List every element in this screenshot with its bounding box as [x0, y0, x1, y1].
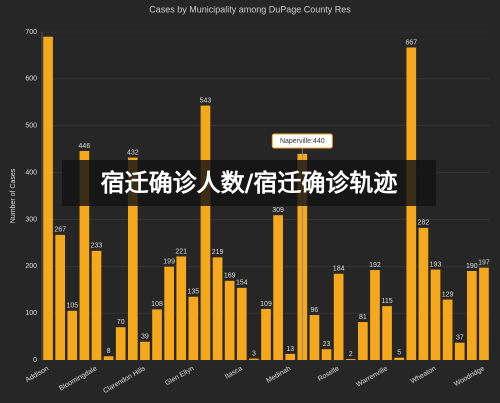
data-label: 129: [442, 291, 454, 298]
data-label: 108: [151, 301, 163, 308]
data-label: 197: [478, 260, 490, 267]
x-tick-label: Roselle: [317, 365, 341, 383]
data-label: 267: [54, 227, 66, 234]
x-tick-label: Warrenville: [355, 365, 389, 388]
bar: [321, 349, 332, 360]
x-tick-label: Bloomingdale: [58, 365, 98, 392]
bar: [55, 234, 66, 360]
y-tick-label: 500: [25, 123, 37, 130]
bar: [454, 342, 465, 360]
data-label: 192: [369, 262, 381, 269]
data-label: 81: [359, 314, 367, 321]
data-label: 543: [200, 97, 212, 104]
data-label: 135: [188, 289, 200, 296]
bar: [479, 267, 489, 360]
bar: [430, 269, 441, 360]
y-tick-label: 100: [25, 310, 37, 317]
bar: [333, 273, 344, 360]
bar: [164, 266, 174, 360]
data-label: 37: [456, 335, 464, 342]
y-tick-label: 400: [25, 169, 37, 176]
data-label: 190: [466, 263, 478, 270]
data-label: 115: [381, 298, 392, 305]
bar: [188, 296, 199, 360]
tooltip-box: [271, 133, 333, 149]
data-label: 109: [260, 301, 272, 308]
bar: [261, 308, 271, 360]
data-label: 169: [224, 273, 236, 280]
y-tick-label: 200: [25, 263, 37, 270]
bar: [79, 151, 90, 360]
data-label: 221: [175, 248, 187, 255]
data-label: 309: [272, 207, 284, 214]
data-label: 219: [212, 249, 224, 256]
overlay-text: 宿迁确诊人数/宿迁确诊轨迹: [62, 160, 436, 206]
y-axis-label: Number of Cases: [10, 168, 17, 223]
x-tick-label: Clarendon Hills: [102, 365, 147, 395]
bar: [140, 341, 150, 360]
bar: [309, 315, 320, 360]
data-label: 2: [349, 351, 353, 358]
bar: [91, 250, 102, 360]
y-tick-label: 300: [25, 216, 37, 223]
data-label: 70: [117, 319, 125, 326]
bar: [224, 280, 235, 360]
bar: [115, 327, 126, 360]
x-tick-label: Wheaton: [410, 365, 438, 385]
x-tick-label: Glen Ellyn: [164, 365, 195, 387]
bar: [43, 36, 53, 360]
bar: [127, 157, 138, 360]
y-tick-label: 0: [33, 357, 37, 364]
bar: [249, 358, 259, 360]
data-label: 23: [323, 341, 331, 348]
tooltip-text: Naperville:440: [280, 138, 325, 145]
bar: [345, 359, 356, 360]
y-tick-label: 700: [25, 29, 37, 36]
data-label: 184: [333, 266, 345, 273]
bar: [285, 353, 296, 360]
chart-title: Cases by Municipality among DuPage Count…: [149, 4, 351, 14]
data-label: 193: [430, 261, 442, 268]
bar: [67, 310, 78, 360]
data-label: 667: [405, 39, 417, 46]
data-label: 446: [79, 143, 91, 150]
data-label: 5: [397, 350, 401, 357]
data-label: 13: [286, 346, 294, 353]
bar: [176, 256, 187, 360]
bar: [152, 309, 162, 360]
data-label: 96: [311, 307, 319, 314]
bar: [273, 215, 283, 360]
bar: [382, 306, 392, 360]
x-tick-label: Medinah: [265, 365, 292, 385]
bar: [212, 257, 223, 360]
bar: [370, 270, 380, 360]
bar: [418, 227, 429, 360]
data-label: 8: [107, 348, 111, 355]
bar: [394, 357, 405, 360]
data-label: 199: [163, 259, 175, 266]
bar: [103, 356, 114, 360]
data-label: 154: [236, 280, 248, 287]
bar: [466, 270, 477, 360]
data-label: 282: [418, 220, 430, 227]
data-label: 105: [66, 303, 78, 310]
y-tick-label: 600: [25, 76, 37, 83]
data-label: 233: [91, 243, 103, 250]
bar: [442, 299, 453, 360]
data-label: 432: [127, 149, 139, 156]
bar: [236, 287, 247, 360]
bar: [358, 322, 368, 360]
x-tick-label: Itasca: [224, 365, 244, 380]
data-label: 3: [252, 350, 256, 357]
x-tick-label: Addison: [25, 365, 50, 384]
data-label: 39: [141, 334, 149, 341]
bar: [200, 105, 211, 361]
x-tick-label: Woodridge: [453, 365, 486, 388]
